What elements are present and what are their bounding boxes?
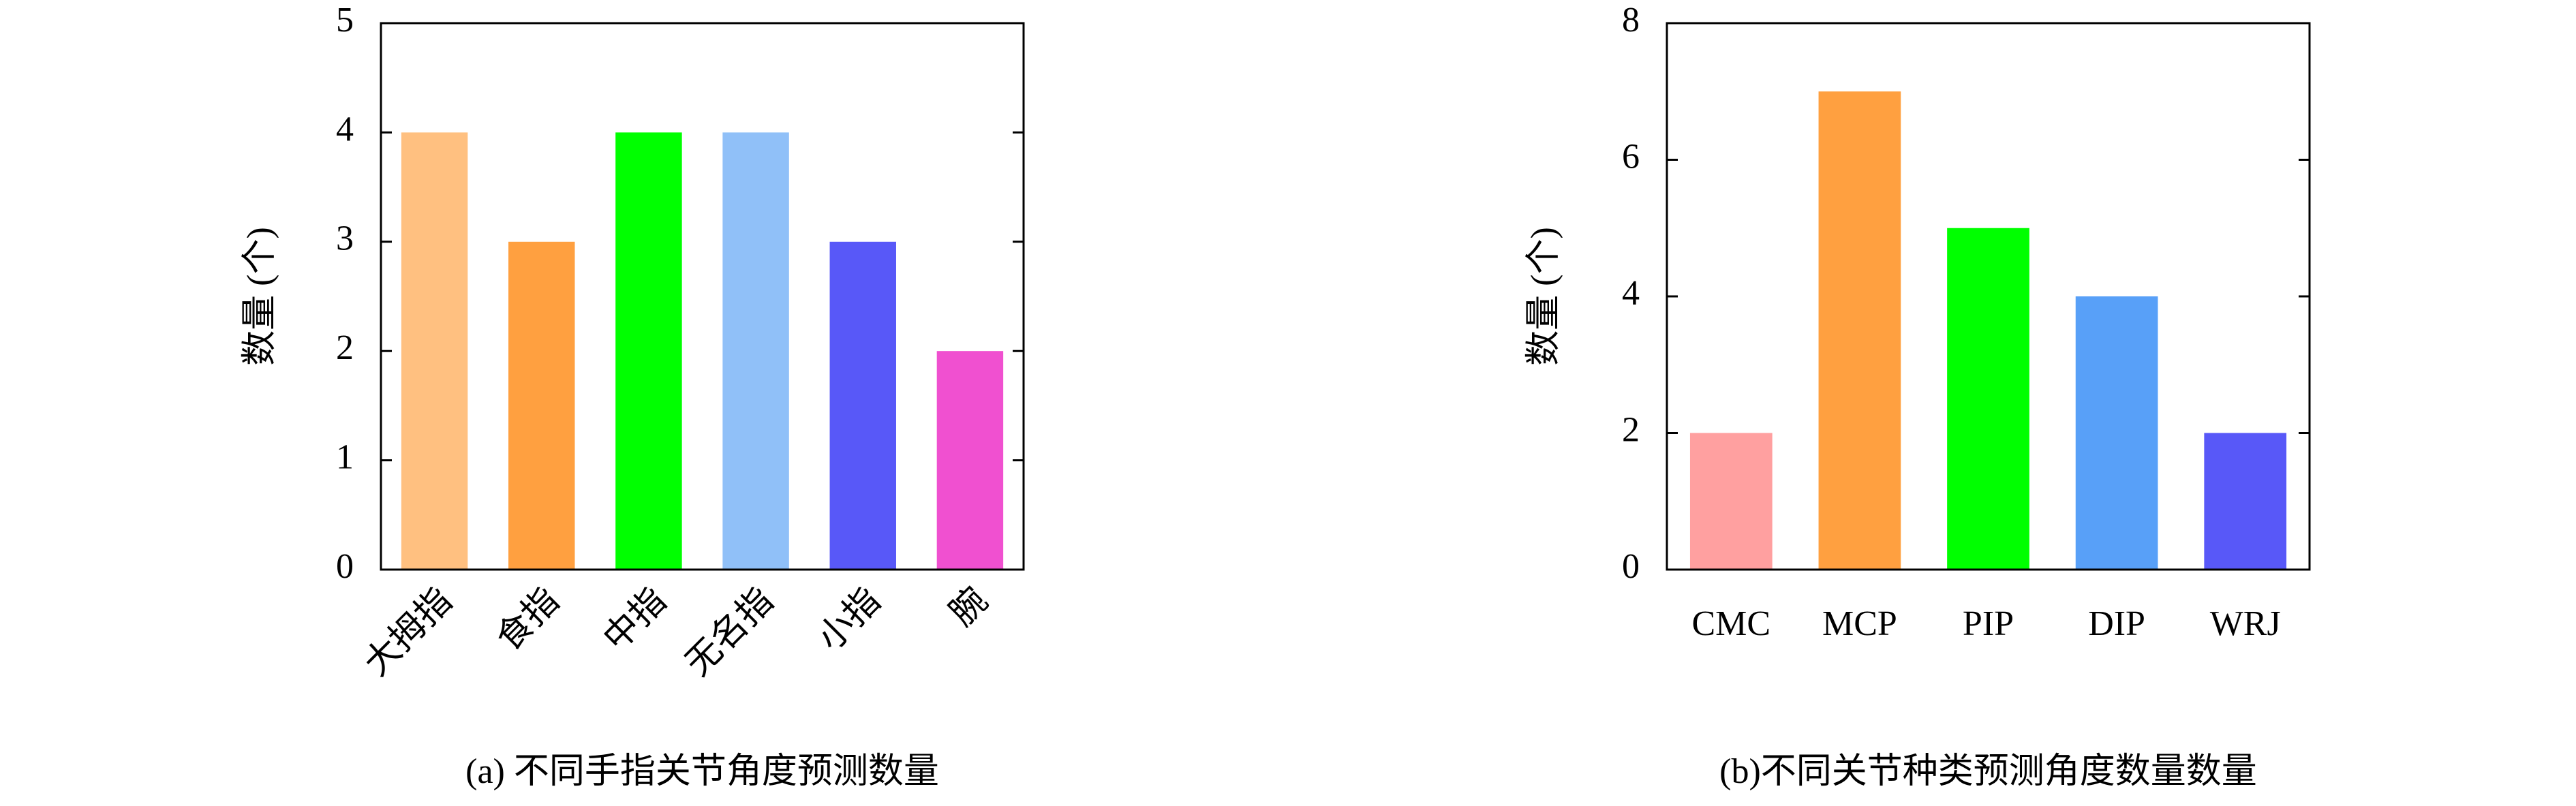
- bar: [722, 132, 789, 570]
- axes-frame: [1666, 22, 2311, 571]
- x-tick-label: CMC: [1691, 604, 1770, 643]
- x-tick-label: 食指: [489, 581, 567, 659]
- x-tick-label: 腕: [942, 581, 995, 634]
- caption: (a) 不同手指关节角度预测数量: [465, 752, 939, 791]
- bar: [1818, 91, 1901, 570]
- y-tick-label: 2: [1622, 410, 1640, 449]
- axes-frame: [380, 22, 1025, 571]
- y-tick-label: 5: [336, 1, 354, 40]
- y-tick-label: 6: [1622, 137, 1640, 176]
- x-tick-label: WRJ: [2210, 604, 2281, 643]
- caption: (b)不同关节种类预测角度数量数量: [1719, 752, 2257, 791]
- bar: [829, 241, 896, 570]
- y-tick-label: 4: [1622, 274, 1640, 313]
- bar: [2204, 433, 2287, 570]
- bar: [401, 132, 468, 570]
- x-tick-label: 大拇指: [357, 581, 460, 684]
- bar: [1689, 433, 1773, 570]
- y-tick-label: 1: [336, 438, 354, 477]
- x-tick-label: PIP: [1963, 604, 2014, 643]
- y-axis-label: 数量 (个): [241, 227, 279, 366]
- y-tick-label: 2: [336, 328, 354, 367]
- x-tick-label: 中指: [596, 581, 674, 659]
- bar: [936, 351, 1004, 570]
- bar: [615, 132, 682, 570]
- x-tick-label: 无名指: [678, 581, 781, 684]
- bar: [2075, 296, 2158, 570]
- x-tick-label: MCP: [1822, 604, 1897, 643]
- y-tick-label: 4: [336, 110, 354, 149]
- bar: [508, 241, 575, 570]
- y-tick-label: 0: [1622, 547, 1640, 586]
- y-tick-label: 0: [336, 547, 354, 586]
- y-tick-label: 3: [336, 219, 354, 258]
- x-tick-label: DIP: [2088, 604, 2145, 643]
- x-tick-label: 小指: [810, 581, 888, 659]
- y-axis-label: 数量 (个): [1524, 227, 1563, 366]
- bar: [1947, 228, 2029, 570]
- y-tick-label: 8: [1622, 1, 1640, 40]
